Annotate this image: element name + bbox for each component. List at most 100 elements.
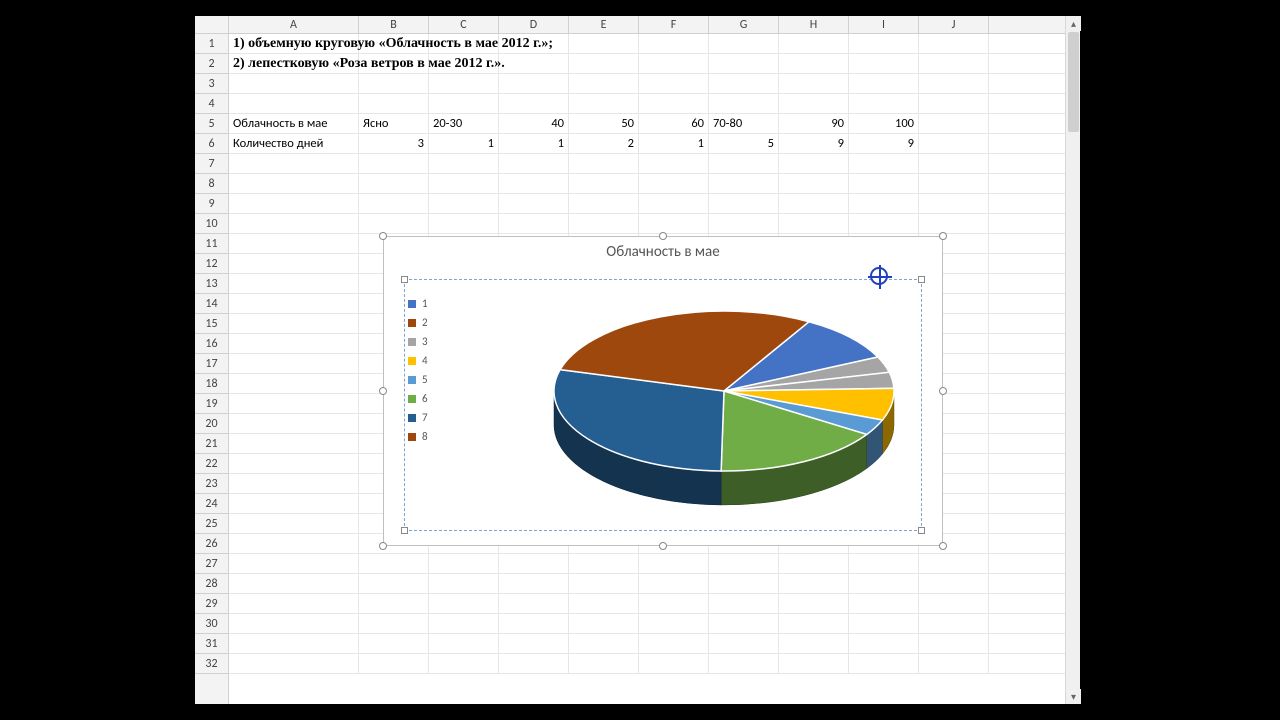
chart-handle-e[interactable] bbox=[939, 387, 947, 395]
cell-E4[interactable] bbox=[569, 94, 639, 113]
row-header-30[interactable]: 30 bbox=[195, 614, 228, 634]
row-header-31[interactable]: 31 bbox=[195, 634, 228, 654]
cell-D3[interactable] bbox=[499, 74, 569, 93]
plot-handle-ne[interactable] bbox=[918, 276, 925, 283]
row-header-28[interactable]: 28 bbox=[195, 574, 228, 594]
row-header-23[interactable]: 23 bbox=[195, 474, 228, 494]
cell-F29[interactable] bbox=[639, 594, 709, 613]
row-header-14[interactable]: 14 bbox=[195, 294, 228, 314]
cell-B9[interactable] bbox=[359, 194, 429, 213]
cell-G28[interactable] bbox=[709, 574, 779, 593]
row-header-13[interactable]: 13 bbox=[195, 274, 228, 294]
cell-F9[interactable] bbox=[639, 194, 709, 213]
cell-G10[interactable] bbox=[709, 214, 779, 233]
cell-A7[interactable] bbox=[229, 154, 359, 173]
cell-F6[interactable]: 1 bbox=[639, 134, 709, 153]
column-header-A[interactable]: A bbox=[229, 16, 359, 33]
cell-I28[interactable] bbox=[849, 574, 919, 593]
cell-A31[interactable] bbox=[229, 634, 359, 653]
cell-C4[interactable] bbox=[429, 94, 499, 113]
cell-A26[interactable] bbox=[229, 534, 359, 553]
cell-J30[interactable] bbox=[919, 614, 989, 633]
cell-A23[interactable] bbox=[229, 474, 359, 493]
plot-handle-se[interactable] bbox=[918, 527, 925, 534]
cell-H6[interactable]: 9 bbox=[779, 134, 849, 153]
chart-object[interactable]: Облачность в мае 12345678 bbox=[383, 236, 943, 546]
cell-H29[interactable] bbox=[779, 594, 849, 613]
cell-J31[interactable] bbox=[919, 634, 989, 653]
cell-B4[interactable] bbox=[359, 94, 429, 113]
cell-E5[interactable]: 50 bbox=[569, 114, 639, 133]
cell-A13[interactable] bbox=[229, 274, 359, 293]
row-header-18[interactable]: 18 bbox=[195, 374, 228, 394]
cell-A11[interactable] bbox=[229, 234, 359, 253]
cell-E7[interactable] bbox=[569, 154, 639, 173]
cell-G7[interactable] bbox=[709, 154, 779, 173]
cell-D8[interactable] bbox=[499, 174, 569, 193]
cell-A19[interactable] bbox=[229, 394, 359, 413]
cell-A17[interactable] bbox=[229, 354, 359, 373]
cell-D10[interactable] bbox=[499, 214, 569, 233]
cell-H10[interactable] bbox=[779, 214, 849, 233]
cell-F5[interactable]: 60 bbox=[639, 114, 709, 133]
cell-J4[interactable] bbox=[919, 94, 989, 113]
cell-G31[interactable] bbox=[709, 634, 779, 653]
column-header-I[interactable]: I bbox=[849, 16, 919, 33]
row-headers[interactable]: 1234567891011121314151617181920212223242… bbox=[195, 34, 229, 704]
cell-D4[interactable] bbox=[499, 94, 569, 113]
row-header-24[interactable]: 24 bbox=[195, 494, 228, 514]
cell-I31[interactable] bbox=[849, 634, 919, 653]
column-headers[interactable]: ABCDEFGHIJ bbox=[229, 16, 1065, 34]
cell-G9[interactable] bbox=[709, 194, 779, 213]
cell-H8[interactable] bbox=[779, 174, 849, 193]
row-header-10[interactable]: 10 bbox=[195, 214, 228, 234]
chart-title[interactable]: Облачность в мае bbox=[384, 237, 942, 261]
cell-B29[interactable] bbox=[359, 594, 429, 613]
cell-A24[interactable] bbox=[229, 494, 359, 513]
scroll-down-button[interactable]: ▾ bbox=[1066, 689, 1081, 704]
cell-H31[interactable] bbox=[779, 634, 849, 653]
cell-J8[interactable] bbox=[919, 174, 989, 193]
row-header-8[interactable]: 8 bbox=[195, 174, 228, 194]
cell-E29[interactable] bbox=[569, 594, 639, 613]
cell-A2[interactable]: 2) лепестковую «Роза ветров в мае 2012 г… bbox=[229, 54, 359, 73]
cell-D31[interactable] bbox=[499, 634, 569, 653]
cell-A10[interactable] bbox=[229, 214, 359, 233]
select-all-corner[interactable] bbox=[195, 16, 229, 34]
cell-A6[interactable]: Количество дней bbox=[229, 134, 359, 153]
column-header-C[interactable]: C bbox=[429, 16, 499, 33]
cell-E3[interactable] bbox=[569, 74, 639, 93]
row-header-19[interactable]: 19 bbox=[195, 394, 228, 414]
cell-F31[interactable] bbox=[639, 634, 709, 653]
cell-I7[interactable] bbox=[849, 154, 919, 173]
cell-A22[interactable] bbox=[229, 454, 359, 473]
chart-handle-s[interactable] bbox=[659, 542, 667, 550]
cell-I4[interactable] bbox=[849, 94, 919, 113]
chart-handle-ne[interactable] bbox=[939, 232, 947, 240]
row-header-3[interactable]: 3 bbox=[195, 74, 228, 94]
cell-E10[interactable] bbox=[569, 214, 639, 233]
cell-F2[interactable] bbox=[639, 54, 709, 73]
cell-B27[interactable] bbox=[359, 554, 429, 573]
cell-E28[interactable] bbox=[569, 574, 639, 593]
row-header-26[interactable]: 26 bbox=[195, 534, 228, 554]
cell-E1[interactable] bbox=[569, 34, 639, 53]
row-header-32[interactable]: 32 bbox=[195, 654, 228, 674]
chart-handle-sw[interactable] bbox=[379, 542, 387, 550]
cell-B31[interactable] bbox=[359, 634, 429, 653]
row-header-1[interactable]: 1 bbox=[195, 34, 228, 54]
column-header-F[interactable]: F bbox=[639, 16, 709, 33]
cell-F7[interactable] bbox=[639, 154, 709, 173]
cell-A25[interactable] bbox=[229, 514, 359, 533]
scroll-thumb[interactable] bbox=[1068, 32, 1079, 132]
cell-J10[interactable] bbox=[919, 214, 989, 233]
cell-E6[interactable]: 2 bbox=[569, 134, 639, 153]
row-header-6[interactable]: 6 bbox=[195, 134, 228, 154]
cell-J32[interactable] bbox=[919, 654, 989, 673]
cell-F4[interactable] bbox=[639, 94, 709, 113]
row-header-4[interactable]: 4 bbox=[195, 94, 228, 114]
cell-J2[interactable] bbox=[919, 54, 989, 73]
row-header-21[interactable]: 21 bbox=[195, 434, 228, 454]
cell-D7[interactable] bbox=[499, 154, 569, 173]
cell-G27[interactable] bbox=[709, 554, 779, 573]
